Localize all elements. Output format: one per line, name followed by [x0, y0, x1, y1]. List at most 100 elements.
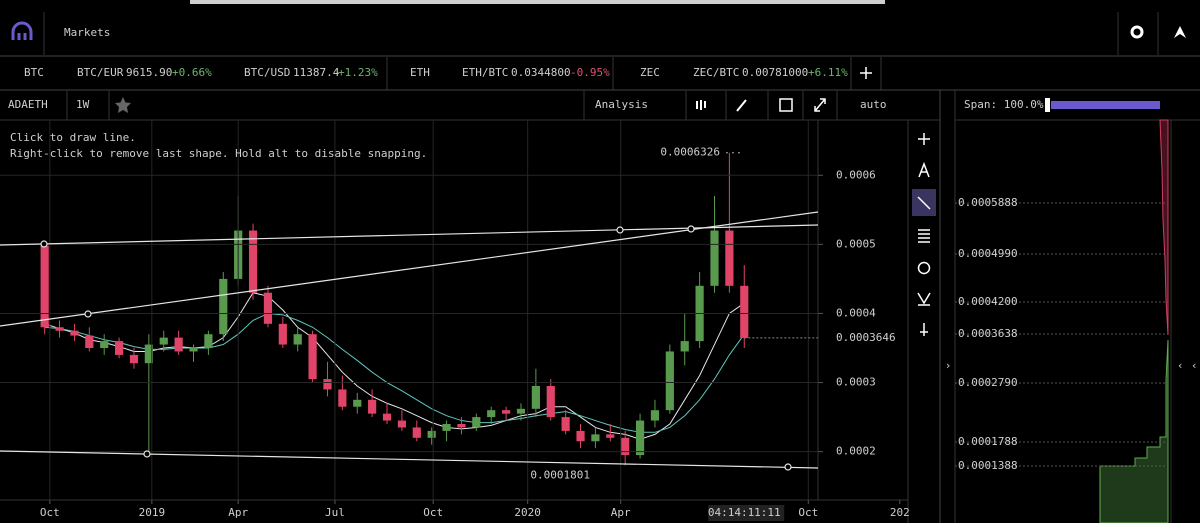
circle-tool[interactable]	[917, 261, 931, 275]
candle-body	[635, 420, 645, 456]
line-handle[interactable]	[84, 310, 92, 318]
moving-average	[44, 292, 745, 440]
ticker-pair[interactable]: ETH/BTC	[462, 66, 508, 79]
header: Markets	[0, 12, 1200, 57]
candle-body	[368, 399, 377, 414]
x-tick-label: Oct	[40, 506, 60, 519]
candle-body	[591, 434, 600, 442]
candle-body	[650, 410, 660, 421]
line-handle[interactable]	[616, 226, 624, 234]
candle-body	[189, 348, 198, 352]
ticker-change: +6.11%	[808, 66, 848, 79]
candle-body	[531, 386, 540, 409]
line-handle[interactable]	[784, 463, 792, 471]
candle-body	[740, 285, 749, 338]
slider-handle[interactable]	[1045, 98, 1050, 112]
x-tick-label: 2020	[514, 506, 541, 519]
candle-body	[427, 430, 436, 438]
ticker-bar: BTC BTC/EUR 9615.90 +0.66% BTC/USD 11387…	[0, 57, 1200, 91]
x-tick-label: Apr	[228, 506, 248, 519]
y-tick-label: 0.0003	[836, 376, 876, 389]
candle-body	[516, 408, 526, 414]
collapse-arrow[interactable]: ›	[945, 359, 952, 372]
candle-body	[502, 410, 511, 414]
ticker-name[interactable]: BTC	[24, 66, 44, 79]
line-tool[interactable]	[917, 196, 931, 210]
drawing-tools	[912, 133, 936, 336]
settings-icon[interactable]	[1130, 25, 1144, 39]
chart-type-icon[interactable]	[696, 100, 706, 110]
x-tick-label: Oct	[798, 506, 818, 519]
indicator-icon[interactable]	[779, 98, 793, 112]
ticker-pair[interactable]: BTC/EUR	[77, 66, 124, 79]
candle-body	[621, 437, 630, 456]
markets-link[interactable]: Markets	[64, 26, 110, 39]
x-tick-label: 2019	[139, 506, 166, 519]
line-handle[interactable]	[143, 450, 151, 458]
candle-body	[100, 341, 109, 348]
candle-body	[293, 334, 302, 345]
hint-text: Right-click to remove last shape. Hold a…	[10, 147, 427, 160]
x-tick-label: Jul	[325, 506, 345, 519]
plot-area	[40, 152, 749, 466]
drawings	[0, 211, 818, 471]
span-slider[interactable]	[1051, 101, 1160, 109]
pattern-tool[interactable]	[917, 292, 931, 306]
measure-tool[interactable]	[920, 323, 928, 336]
x-tick-label: 202	[890, 506, 910, 519]
ticker-pair[interactable]: BTC/USD	[244, 66, 290, 79]
candle-body	[308, 334, 317, 380]
collapse-arrow[interactable]: ‹	[1177, 359, 1184, 372]
scale-mode[interactable]: auto	[860, 98, 887, 111]
fib-tool[interactable]	[918, 229, 930, 243]
plot: 0.0006 0.0005 0.0004 0.0003 0.0002 Oct 2019 Apr…	[0, 120, 910, 521]
draw-icon[interactable]	[736, 99, 747, 112]
level-label: 0.0001388	[958, 459, 1018, 472]
crosshair-tool[interactable]	[918, 133, 930, 145]
ticker-name[interactable]: ETH	[410, 66, 430, 79]
candle-body	[323, 379, 332, 390]
min-price-label: 0.0001801	[530, 468, 590, 481]
fullscreen-icon[interactable]	[814, 98, 826, 112]
trend-line[interactable]	[0, 224, 818, 246]
y-tick-label: 0.0005	[836, 237, 876, 250]
level-label: 0.0005888	[958, 196, 1018, 209]
countdown-bg	[708, 505, 785, 521]
candle-body	[576, 430, 585, 442]
candle-body	[487, 410, 496, 418]
trend-line[interactable]	[0, 211, 818, 327]
add-ticker[interactable]	[860, 67, 872, 79]
analysis-menu[interactable]: Analysis	[595, 98, 648, 111]
candle-body	[680, 341, 689, 352]
ticker-price: 0.00781000	[742, 66, 808, 79]
ticker-price: 9615.90	[126, 66, 172, 79]
ticker-pair[interactable]: ZEC/BTC	[693, 66, 739, 79]
candle-body	[397, 420, 406, 428]
symbol-select[interactable]: ADAETH	[8, 98, 48, 111]
logo[interactable]	[11, 21, 33, 40]
candle-body	[412, 427, 421, 438]
browser-strip	[190, 0, 885, 4]
y-tick-label: 0.0006	[836, 168, 876, 181]
account-icon[interactable]	[1174, 26, 1186, 38]
level-label: 0.0004990	[958, 247, 1018, 260]
level-label: 0.0003638	[958, 327, 1018, 340]
trend-line[interactable]	[0, 450, 818, 469]
depth-panel: › Span: 100.0% ‹ ‹ 0.0005888 0.0004990 0…	[939, 90, 1200, 523]
candle-body	[129, 354, 139, 364]
candle-body	[248, 230, 258, 293]
text-tool[interactable]	[918, 161, 930, 178]
favorite-star[interactable]	[115, 97, 131, 113]
interval-select[interactable]: 1W	[76, 98, 90, 111]
depth-asks	[1159, 119, 1169, 336]
ticker-name[interactable]: ZEC	[640, 66, 660, 79]
candle-body	[606, 434, 615, 438]
ticker-price: 11387.4	[293, 66, 340, 79]
level-label: 0.0002790	[958, 376, 1018, 389]
collapse-arrow[interactable]: ‹	[1191, 359, 1198, 372]
line-handle[interactable]	[40, 240, 48, 248]
candle-body	[546, 386, 555, 418]
x-tick-label: Oct	[423, 506, 443, 519]
line-handle[interactable]	[687, 225, 695, 233]
